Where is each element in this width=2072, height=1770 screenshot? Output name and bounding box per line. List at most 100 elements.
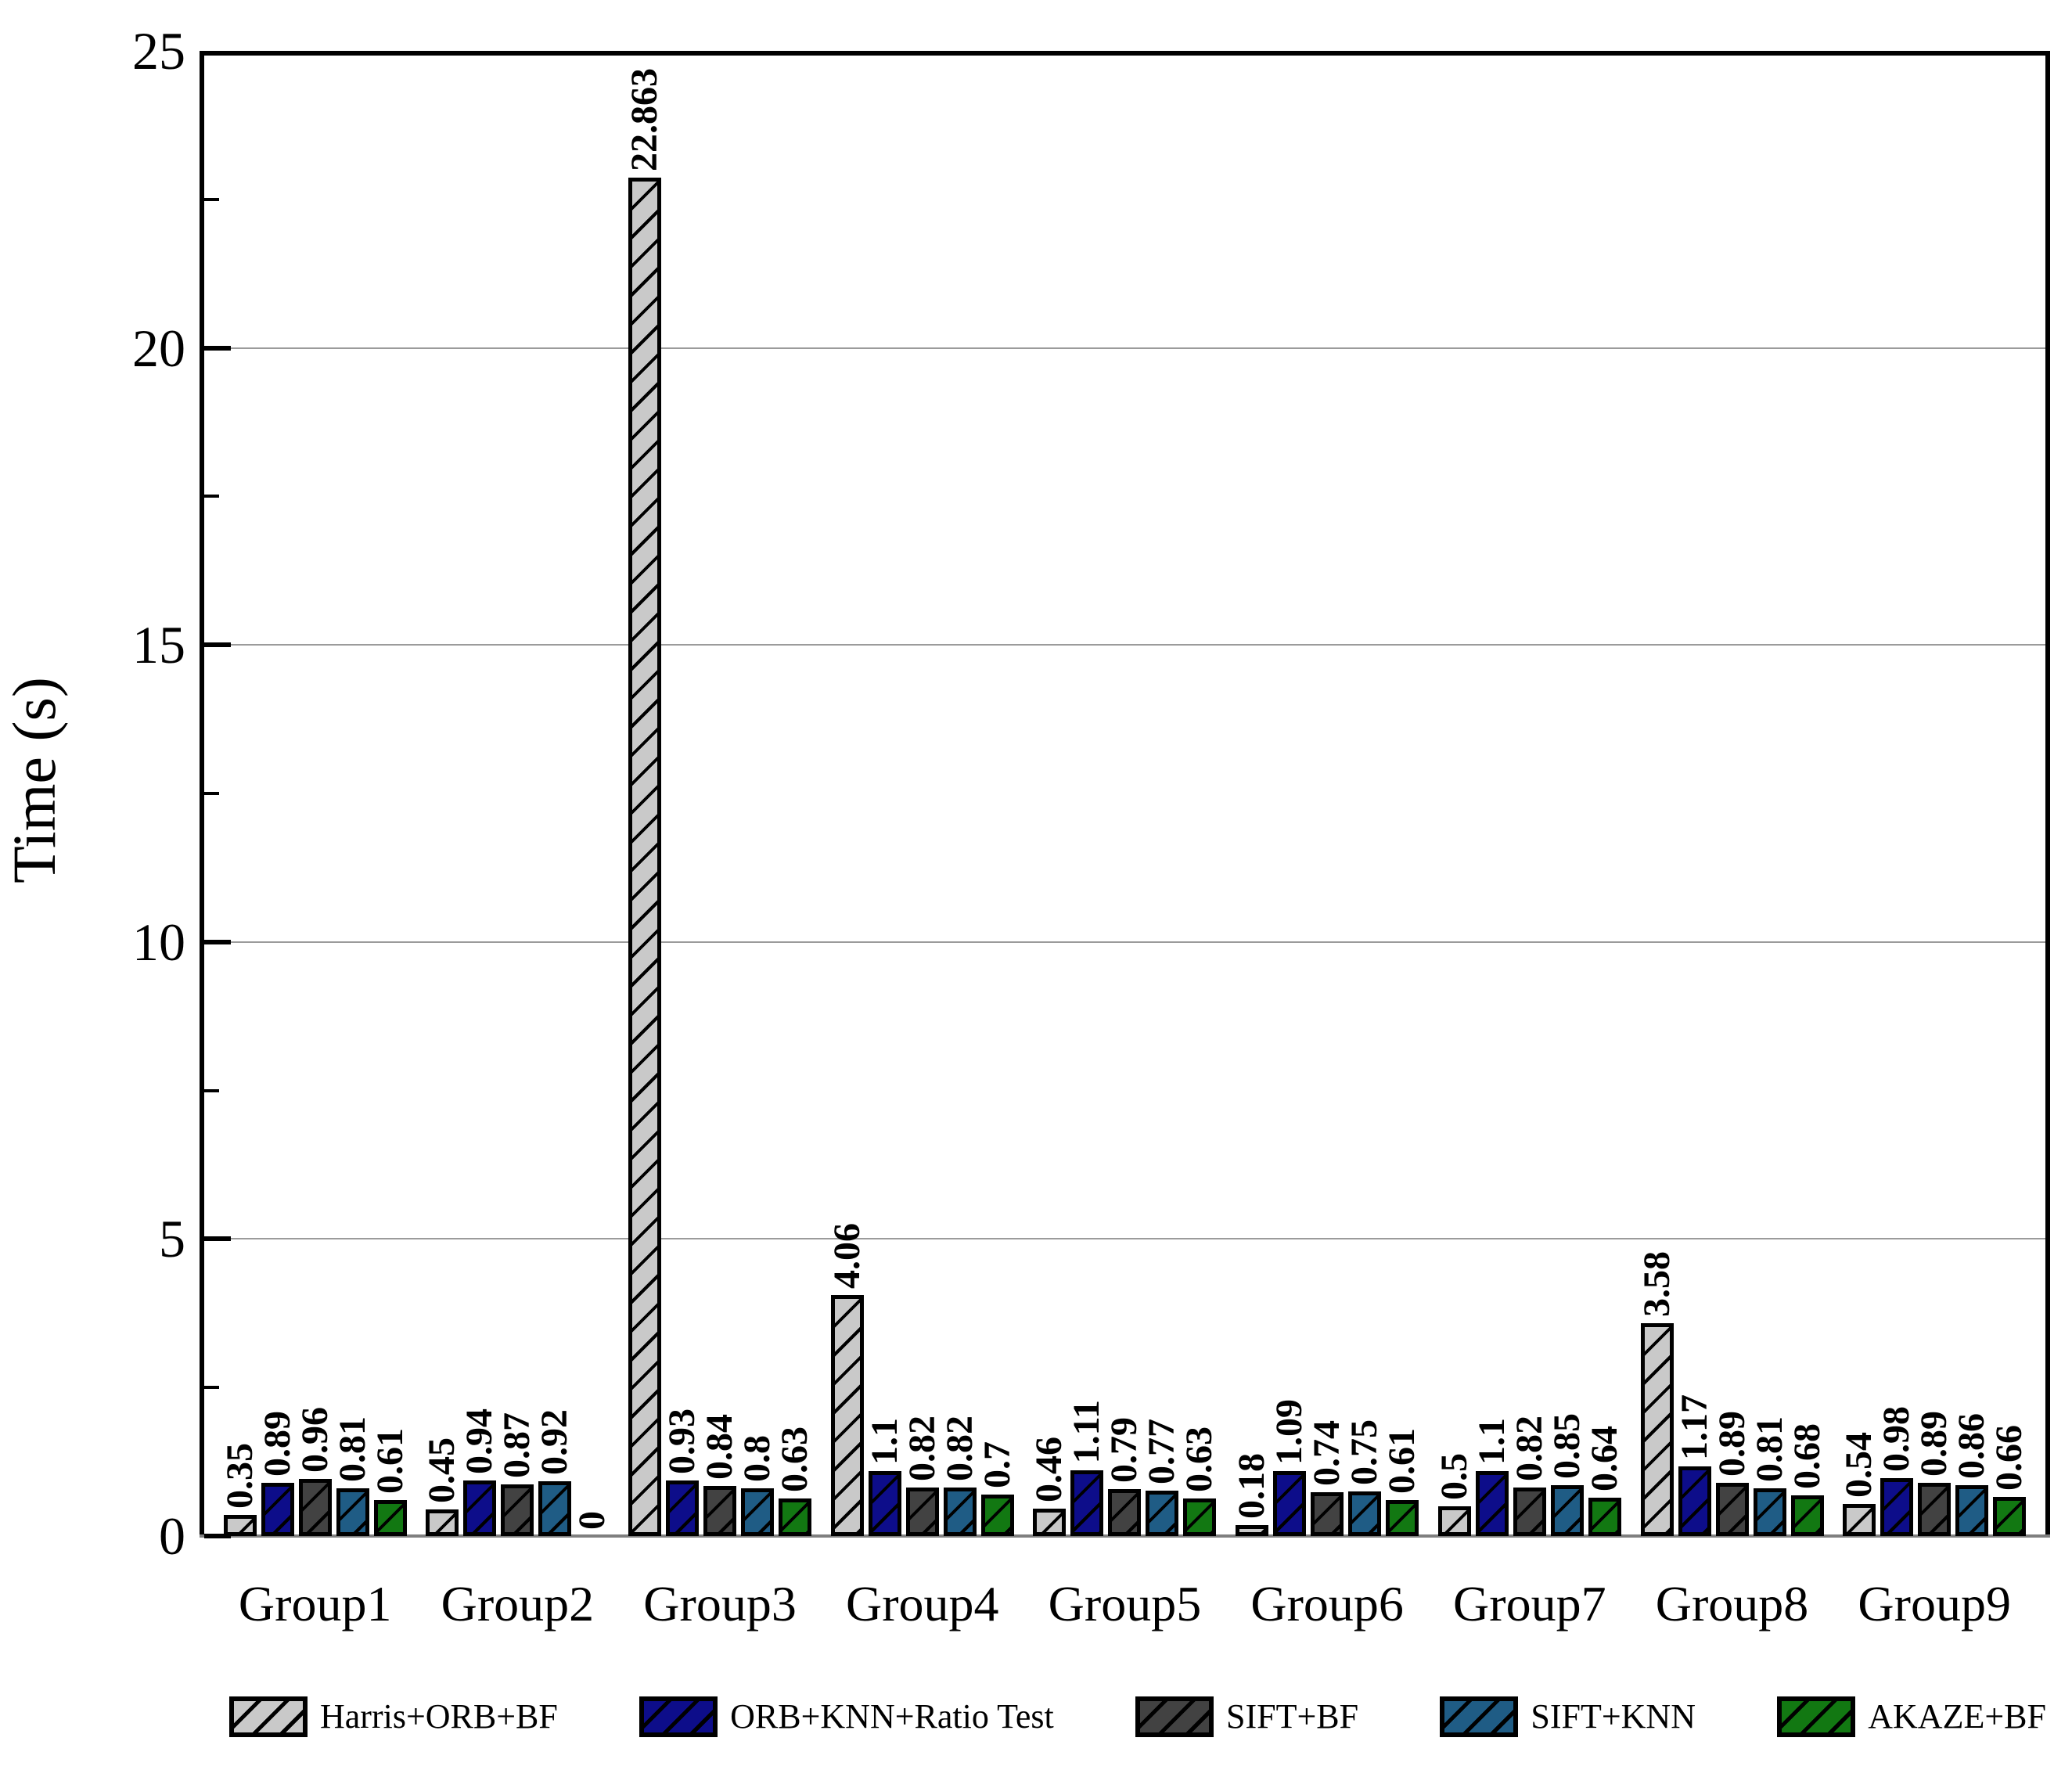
bar-value-label: 0.79 bbox=[1103, 1417, 1146, 1484]
legend-swatch-sift-knn bbox=[1440, 1696, 1519, 1737]
legend-label-orb-knn-ratio-test: ORB+KNN+Ratio Test bbox=[730, 1696, 1054, 1736]
legend: Harris+ORB+BF ORB+KNN+Ratio Test SIFT+BF SI… bbox=[229, 1696, 2046, 1737]
bar-sift-knn bbox=[538, 1481, 572, 1536]
bar-value-label: 0.46 bbox=[1028, 1437, 1070, 1503]
bar-sift-bf bbox=[298, 1479, 332, 1536]
bar-slot: 0.64 bbox=[1583, 56, 1625, 1536]
bar-orb-knn-ratio-test bbox=[1475, 1470, 1509, 1536]
bar-value-label: 0.45 bbox=[421, 1437, 463, 1503]
bar-sift-knn bbox=[1146, 1490, 1179, 1536]
x-tick-label-group5: Group5 bbox=[1048, 1576, 1202, 1631]
bar-orb-knn-ratio-test bbox=[1678, 1466, 1711, 1536]
bar-value-label: 3.58 bbox=[1635, 1251, 1678, 1318]
x-tick-label-group1: Group1 bbox=[238, 1576, 392, 1631]
bar-value-label: 0.82 bbox=[901, 1415, 943, 1481]
bar-group-group5: 0.46 1.11 0.79 0.77 0.63 Group5 bbox=[1028, 56, 1220, 1631]
bar-slot: 0.79 bbox=[1103, 56, 1146, 1536]
y-tick-label-10: 10 bbox=[132, 912, 185, 972]
bar-slot: 0.68 bbox=[1786, 56, 1828, 1536]
bar-slot: 0.89 bbox=[1913, 56, 1955, 1536]
bar-slot: 0.96 bbox=[293, 56, 336, 1536]
bar-value-label: 0.35 bbox=[218, 1443, 261, 1509]
x-tick-label-group4: Group4 bbox=[845, 1576, 999, 1631]
bar-value-label: 0.64 bbox=[1583, 1426, 1625, 1492]
legend-swatch-orb-knn-ratio-test bbox=[639, 1696, 718, 1737]
bar-harris-orb-bf bbox=[1640, 1323, 1674, 1536]
x-tick-label-group2: Group2 bbox=[441, 1576, 595, 1631]
bar-group-group8: 3.58 1.17 0.89 0.81 0.68 Group8 bbox=[1635, 56, 1828, 1631]
bar-value-label: 1.09 bbox=[1268, 1399, 1311, 1466]
bar-harris-orb-bf bbox=[628, 178, 662, 1536]
legend-item-sift-bf: SIFT+BF bbox=[1135, 1696, 1358, 1737]
bar-value-label: 0.8 bbox=[736, 1435, 779, 1483]
bar-value-label: 0.81 bbox=[1748, 1416, 1790, 1482]
gridline-y-10 bbox=[204, 941, 2045, 943]
bar-value-label: 0.75 bbox=[1344, 1419, 1386, 1486]
legend-swatch-harris-orb-bf bbox=[229, 1696, 308, 1737]
bar-slot: 0.84 bbox=[699, 56, 740, 1536]
bar-akaze-bf bbox=[373, 1499, 407, 1536]
bar-slot: 0.86 bbox=[1951, 56, 1993, 1536]
legend-swatch-akaze-bf bbox=[1777, 1696, 1856, 1737]
bar-sift-bf bbox=[1311, 1491, 1344, 1536]
bar-value-label: 0.86 bbox=[1951, 1412, 1993, 1479]
y-tick-label-25: 25 bbox=[132, 21, 185, 81]
bar-value-label: 0.68 bbox=[1786, 1423, 1828, 1490]
bar-value-label: 0.96 bbox=[293, 1407, 336, 1473]
bar-value-label: 1.1 bbox=[863, 1417, 905, 1465]
bar-slot: 0.7 bbox=[977, 56, 1018, 1536]
bar-slot: 4.06 bbox=[826, 56, 868, 1536]
bar-akaze-bf bbox=[1588, 1498, 1621, 1536]
bar-value-label: 0.54 bbox=[1838, 1432, 1880, 1498]
y-major-tick-0 bbox=[204, 1534, 231, 1538]
bar-slot: 0.89 bbox=[1710, 56, 1753, 1536]
bar-slot: 0.98 bbox=[1876, 56, 1917, 1536]
bar-slot: 0.46 bbox=[1028, 56, 1070, 1536]
bar-slot: 0.8 bbox=[736, 56, 779, 1536]
bar-slot: 0 bbox=[571, 56, 613, 1536]
bar-akaze-bf bbox=[1993, 1496, 2027, 1536]
bar-value-label: 0.87 bbox=[496, 1412, 538, 1478]
x-tick-label-group6: Group6 bbox=[1250, 1576, 1404, 1631]
legend-swatch-sift-bf bbox=[1135, 1696, 1214, 1737]
bar-sift-bf bbox=[1108, 1489, 1142, 1536]
bar-slot: 0.74 bbox=[1306, 56, 1347, 1536]
x-tick-label-group7: Group7 bbox=[1453, 1576, 1606, 1631]
bar-slot: 0.77 bbox=[1141, 56, 1182, 1536]
bar-value-label: 0.63 bbox=[774, 1426, 816, 1493]
bar-value-label: 0.82 bbox=[938, 1415, 980, 1481]
bar-group-group2: 0.45 0.94 0.87 0.92 0 Group2 bbox=[421, 56, 613, 1631]
bar-slot: 0.61 bbox=[369, 56, 411, 1536]
bar-value-label: 0.66 bbox=[1988, 1424, 2031, 1491]
bar-slot: 0.94 bbox=[459, 56, 500, 1536]
bar-harris-orb-bf bbox=[426, 1509, 459, 1536]
bar-sift-knn bbox=[1955, 1484, 1989, 1536]
y-major-tick-10 bbox=[204, 939, 231, 944]
bar-slot: 1.11 bbox=[1066, 56, 1108, 1536]
bar-slot: 0.89 bbox=[257, 56, 298, 1536]
bar-value-label: 0.18 bbox=[1231, 1453, 1273, 1520]
bar-value-label: 1.1 bbox=[1470, 1417, 1513, 1465]
bar-slot: 0.61 bbox=[1381, 56, 1423, 1536]
bar-group-group6: 0.18 1.09 0.74 0.75 0.61 Group6 bbox=[1231, 56, 1423, 1631]
x-axis-line bbox=[200, 1534, 2050, 1538]
bar-value-label: 0.89 bbox=[1710, 1411, 1753, 1477]
y-tick-label-20: 20 bbox=[132, 318, 185, 378]
bar-harris-orb-bf bbox=[830, 1294, 864, 1536]
bar-slot: 0.63 bbox=[1178, 56, 1220, 1536]
bar-slot: 0.54 bbox=[1838, 56, 1880, 1536]
bar-orb-knn-ratio-test bbox=[868, 1470, 901, 1536]
legend-label-sift-knn: SIFT+KNN bbox=[1531, 1696, 1696, 1736]
bar-akaze-bf bbox=[1790, 1495, 1824, 1536]
bar-value-label: 1.11 bbox=[1066, 1400, 1108, 1464]
y-minor-tick-17.5 bbox=[204, 495, 219, 498]
bar-harris-orb-bf bbox=[223, 1515, 257, 1536]
bar-value-label: 0 bbox=[571, 1511, 613, 1530]
bar-sift-bf bbox=[501, 1484, 534, 1536]
bar-sift-bf bbox=[1715, 1483, 1749, 1536]
bar-harris-orb-bf bbox=[1236, 1525, 1269, 1536]
bar-sift-bf bbox=[1513, 1487, 1546, 1536]
gridline-y-20 bbox=[204, 347, 2045, 349]
bar-sift-knn bbox=[741, 1488, 775, 1536]
